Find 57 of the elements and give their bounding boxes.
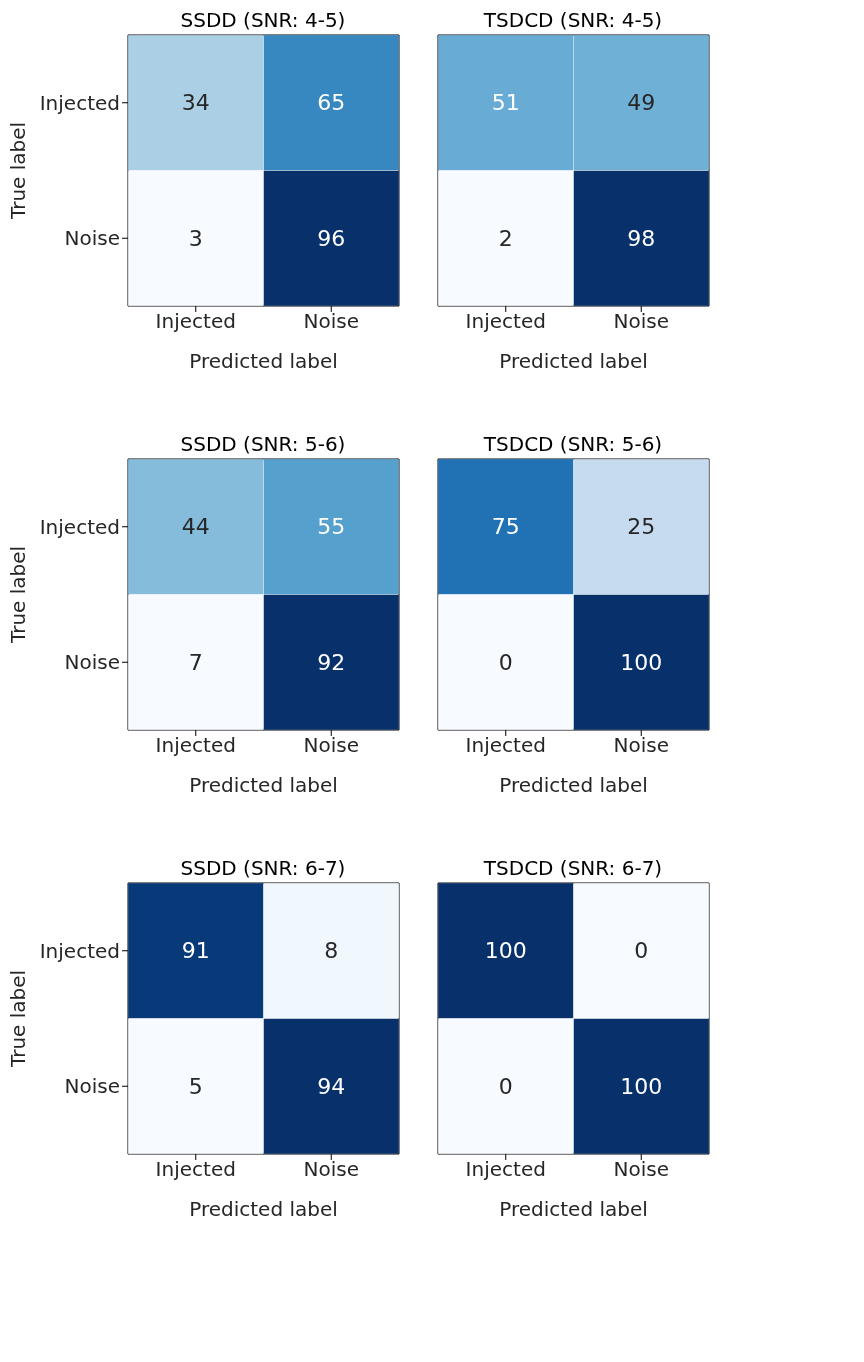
y-tick-label: Noise bbox=[64, 650, 120, 675]
y-axis-title: True label bbox=[6, 545, 31, 645]
chart-title: SSDD (SNR: 6-7) bbox=[179, 856, 347, 880]
data-label: 75 bbox=[491, 514, 520, 540]
y-tick-label: Injected bbox=[39, 514, 120, 539]
x-tick-label: Noise bbox=[303, 733, 359, 758]
chart-title: SSDD (SNR: 5-6) bbox=[179, 432, 347, 456]
data-label: 3 bbox=[188, 225, 203, 251]
data-label: 94 bbox=[317, 1073, 346, 1099]
data-label: 2 bbox=[498, 225, 513, 251]
x-tick-label: Injected bbox=[465, 733, 546, 758]
x-axis-title: Predicted label bbox=[499, 1197, 648, 1221]
x-tick-label: Injected bbox=[155, 733, 236, 758]
y-tick-label: Noise bbox=[64, 1074, 120, 1099]
data-label: 65 bbox=[317, 90, 346, 116]
data-label: 7 bbox=[188, 649, 203, 675]
chart-title: TSDCD (SNR: 5-6) bbox=[482, 432, 664, 456]
data-label: 92 bbox=[317, 649, 346, 675]
data-label: 98 bbox=[627, 225, 656, 251]
x-axis-title: Predicted label bbox=[499, 773, 648, 797]
y-tick-label: Noise bbox=[64, 226, 120, 251]
chart-title: TSDCD (SNR: 4-5) bbox=[482, 8, 664, 32]
data-label: 96 bbox=[317, 225, 346, 251]
x-tick-label: Injected bbox=[465, 309, 546, 334]
x-tick-label: Injected bbox=[465, 1157, 546, 1182]
x-axis-title: Predicted label bbox=[499, 349, 648, 373]
y-tick-label: Injected bbox=[39, 90, 120, 115]
data-label: 34 bbox=[181, 90, 210, 116]
data-label: 51 bbox=[491, 90, 520, 116]
data-label: 5 bbox=[188, 1073, 203, 1099]
data-label: 49 bbox=[627, 90, 656, 116]
x-axis-title: Predicted label bbox=[189, 1197, 338, 1221]
chart-title: TSDCD (SNR: 6-7) bbox=[482, 856, 664, 880]
data-label: 100 bbox=[620, 649, 663, 675]
data-label: 55 bbox=[317, 514, 346, 540]
data-label: 100 bbox=[484, 938, 527, 964]
y-tick-label: Injected bbox=[39, 938, 120, 963]
y-axis-title: True label bbox=[6, 969, 31, 1069]
x-axis-title: Predicted label bbox=[189, 349, 338, 373]
x-tick-label: Noise bbox=[613, 1157, 669, 1182]
chart-title: SSDD (SNR: 4-5) bbox=[179, 8, 347, 32]
x-tick-label: Injected bbox=[155, 1157, 236, 1182]
data-label: 91 bbox=[181, 938, 210, 964]
data-label: 25 bbox=[627, 514, 656, 540]
data-label: 44 bbox=[181, 514, 210, 540]
data-label: 0 bbox=[634, 938, 649, 964]
data-label: 8 bbox=[324, 938, 339, 964]
x-tick-label: Noise bbox=[303, 1157, 359, 1182]
x-tick-label: Noise bbox=[613, 733, 669, 758]
x-tick-label: Noise bbox=[613, 309, 669, 334]
data-label: 100 bbox=[620, 1073, 663, 1099]
data-label: 0 bbox=[498, 649, 513, 675]
x-tick-label: Injected bbox=[155, 309, 236, 334]
data-label: 0 bbox=[498, 1073, 513, 1099]
y-axis-title: True label bbox=[6, 121, 31, 221]
x-axis-title: Predicted label bbox=[189, 773, 338, 797]
x-tick-label: Noise bbox=[303, 309, 359, 334]
